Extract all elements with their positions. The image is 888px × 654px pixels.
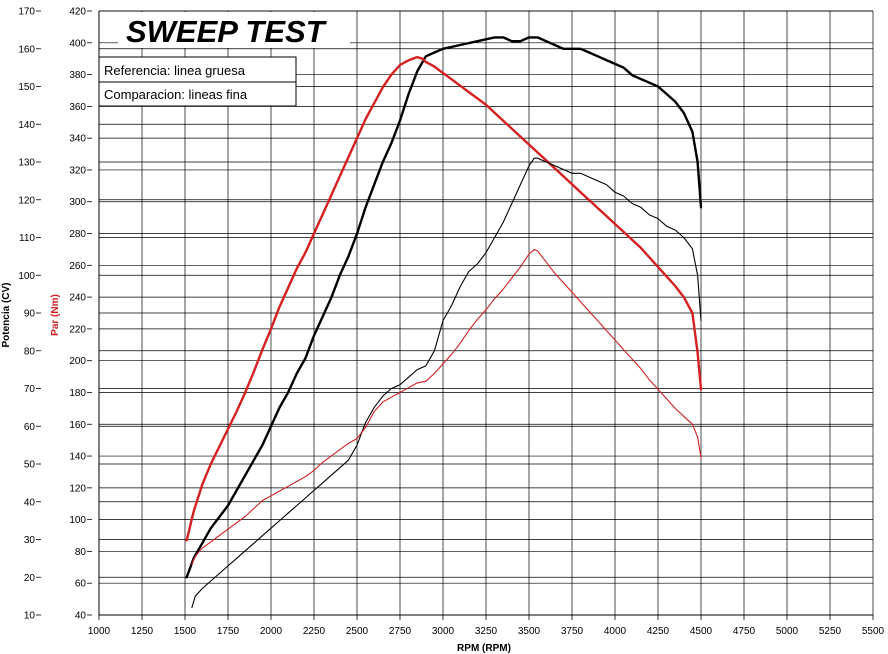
x-tick-label: 1250	[131, 626, 154, 637]
torque-tick-label: 160	[69, 420, 86, 431]
power-tick-label: 100	[18, 271, 35, 282]
power-tick-label: 150	[18, 82, 35, 93]
x-tick-label: 3500	[518, 626, 541, 637]
power-tick-label: 40	[24, 497, 36, 508]
power-tick-label: 80	[24, 346, 36, 357]
power-tick-label: 170	[18, 7, 35, 18]
legend: Referencia: linea gruesa Comparacion: li…	[98, 56, 297, 107]
torque-tick-label: 280	[69, 229, 86, 240]
legend-box-comparison	[98, 81, 297, 107]
x-tick-label: 1000	[88, 626, 111, 637]
power-tick-label: 20	[24, 573, 36, 584]
torque-tick-label: 100	[69, 515, 86, 526]
power-tick-label: 110	[19, 233, 35, 244]
torque-tick-label: 200	[69, 356, 86, 367]
x-tick-label: 1500	[174, 626, 197, 637]
series-layer	[185, 36, 703, 609]
reference-torque-line	[185, 55, 703, 542]
torque-tick-label: 180	[69, 388, 86, 399]
torque-axis-ticks: 40 60 80 100 120 140 160 180 200 220 240 260 280 300 3…	[69, 7, 92, 622]
reference-power-line	[185, 36, 703, 579]
power-tick-label: 90	[24, 309, 36, 320]
torque-tick-label: 300	[69, 197, 86, 208]
power-axis-ticks: 10 20 30 40 50 60 70 80 90 100 110 120 130 140 150 160 1…	[18, 7, 41, 622]
power-tick-label: 30	[24, 535, 36, 546]
x-tick-label: 4500	[690, 626, 713, 637]
torque-tick-label: 260	[69, 261, 86, 272]
torque-tick-label: 40	[75, 611, 87, 622]
x-axis-title: RPM (RPM)	[457, 643, 511, 654]
torque-tick-label: 340	[69, 134, 86, 145]
x-tick-label: 5250	[819, 626, 842, 637]
comparison-torque-line	[191, 248, 702, 565]
legend-box-reference	[98, 56, 297, 83]
legend-reference: Referencia: linea gruesa	[104, 63, 246, 78]
torque-tick-label: 220	[69, 324, 86, 335]
x-tick-label: 2500	[346, 626, 369, 637]
title-backdrop	[118, 12, 350, 48]
torque-tick-label: 420	[69, 7, 86, 18]
power-axis-title: Potencia (CV)	[1, 282, 12, 347]
torque-tick-label: 80	[75, 547, 87, 558]
torque-tick-label: 400	[69, 38, 86, 49]
x-tick-label: 5000	[776, 626, 799, 637]
comparison-power-line	[191, 157, 702, 609]
torque-tick-label: 380	[69, 70, 86, 81]
x-tick-label: 3250	[475, 626, 498, 637]
x-tick-label: 4250	[647, 626, 670, 637]
x-tick-label: 1750	[217, 626, 240, 637]
torque-tick-label: 120	[69, 483, 86, 494]
x-tick-label: 3750	[561, 626, 584, 637]
power-tick-label: 10	[24, 611, 36, 622]
x-tick-label: 4750	[733, 626, 756, 637]
x-tick-label: 2000	[260, 626, 283, 637]
power-tick-label: 50	[24, 460, 36, 471]
power-tick-label: 160	[18, 44, 35, 55]
torque-tick-label: 320	[69, 165, 86, 176]
power-tick-label: 140	[18, 120, 35, 131]
x-tick-label: 2750	[389, 626, 412, 637]
power-tick-label: 70	[24, 384, 36, 395]
x-axis-ticks: 1000 1250 1500 1750 2000 2250 2500 2750 3000 3250…	[88, 615, 885, 637]
torque-axis-title: Par (Nm)	[50, 294, 61, 336]
torque-tick-label: 140	[69, 452, 86, 463]
power-tick-label: 120	[18, 195, 35, 206]
x-tick-label: 4000	[604, 626, 627, 637]
power-tick-label: 130	[18, 158, 35, 169]
legend-comparison: Comparacion: lineas fina	[104, 87, 248, 102]
x-tick-label: 3000	[432, 626, 455, 637]
torque-tick-label: 360	[69, 102, 86, 113]
x-tick-label: 2250	[303, 626, 326, 637]
x-tick-label: 5500	[862, 626, 885, 637]
torque-tick-label: 240	[69, 293, 86, 304]
torque-tick-label: 60	[75, 579, 87, 590]
chart-title: SWEEP TEST	[126, 14, 328, 49]
power-tick-label: 60	[24, 422, 36, 433]
